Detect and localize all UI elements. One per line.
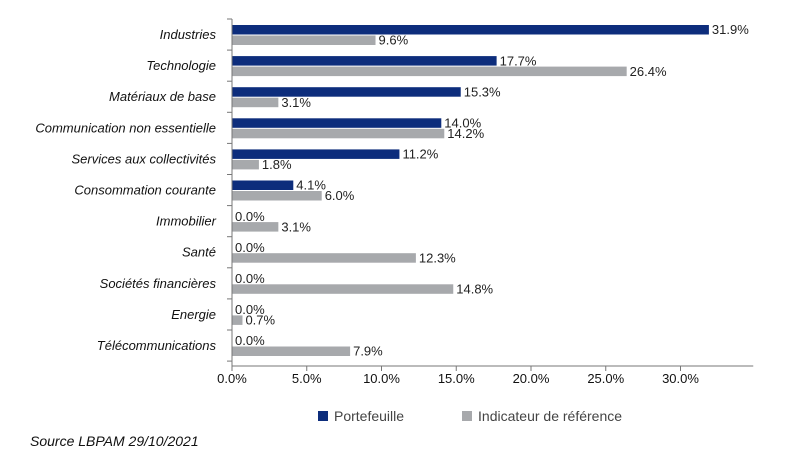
data-label: 14.8% xyxy=(456,281,493,296)
bar-indicateur xyxy=(232,159,259,170)
bar-indicateur xyxy=(232,66,627,77)
legend-label-portefeuille: Portefeuille xyxy=(334,408,405,424)
data-label: 17.7% xyxy=(500,53,537,68)
data-label: 0.0% xyxy=(235,209,265,224)
data-label: 0.0% xyxy=(235,240,265,255)
data-label: 15.3% xyxy=(464,84,501,99)
bar-indicateur xyxy=(232,284,454,294)
data-label: 3.1% xyxy=(281,95,311,110)
value-labels-group: 31.9% 9.6% 17.7% 26.4% 15.3% 3.1% 14.0%14.2% 11… xyxy=(235,22,749,359)
data-label: 6.0% xyxy=(325,188,355,203)
category-label: Télécommunications xyxy=(97,338,217,353)
x-tick-label: 25.0% xyxy=(587,371,624,386)
x-tick-label: 5.0% xyxy=(292,371,322,386)
category-label: Technologie xyxy=(146,58,216,73)
category-label: Services aux collectivités xyxy=(72,151,217,166)
category-label: Consommation courante xyxy=(74,182,216,197)
data-label: 12.3% xyxy=(419,250,456,265)
data-label: 0.0% xyxy=(235,333,265,348)
bar-portefeuille xyxy=(232,87,461,97)
data-label: 0.0% xyxy=(235,271,265,286)
bar-indicateur xyxy=(232,97,279,108)
bars-group xyxy=(232,25,709,356)
legend-swatch-portefeuille xyxy=(318,411,328,421)
source-note: Source LBPAM 29/10/2021 xyxy=(30,433,199,449)
bar-portefeuille xyxy=(232,118,442,128)
x-tick-label: 0.0% xyxy=(217,371,247,386)
category-label: Sociétés financières xyxy=(100,276,217,291)
x-tick-label: 15.0% xyxy=(438,371,475,386)
bar-portefeuille xyxy=(232,25,709,35)
bar-indicateur xyxy=(232,191,322,201)
bar-portefeuille xyxy=(232,56,497,66)
legend-item-portefeuille: Portefeuille xyxy=(318,408,404,424)
x-tick-label: 30.0% xyxy=(662,371,699,386)
data-label: 14.0% xyxy=(444,115,481,130)
legend-swatch-indicateur xyxy=(462,411,473,421)
legend-label-indicateur: Indicateur de référence xyxy=(478,408,623,424)
category-label: Santé xyxy=(182,245,216,260)
data-label: 31.9% xyxy=(712,22,749,37)
data-label: 4.1% xyxy=(296,178,326,193)
bar-portefeuille xyxy=(232,180,294,190)
axes-group xyxy=(227,18,754,371)
bar-indicateur xyxy=(232,35,376,45)
data-label: 14.2% xyxy=(447,126,484,141)
tick-labels-group: 0.0% 5.0% 10.0% 15.0% 20.0% 25.0% 30.0% xyxy=(217,371,699,386)
category-label: Immobilier xyxy=(156,214,217,229)
category-label: Communication non essentielle xyxy=(35,120,216,135)
x-tick-label: 10.0% xyxy=(363,371,400,386)
bar-indicateur xyxy=(232,128,445,139)
data-label: 3.1% xyxy=(281,219,311,234)
data-label: 7.9% xyxy=(353,344,383,359)
data-label: 11.2% xyxy=(402,147,438,162)
data-label: 0.0% xyxy=(235,302,265,317)
legend: Portefeuille Indicateur de référence xyxy=(318,408,680,424)
data-label: 26.4% xyxy=(630,64,667,79)
bar-portefeuille xyxy=(232,149,400,159)
category-label: Matériaux de base xyxy=(109,89,216,104)
bar-indicateur xyxy=(232,346,351,356)
bar-indicateur xyxy=(232,222,279,232)
category-labels-group: Industries Technologie Matériaux de base Co… xyxy=(35,27,216,353)
bar-indicateur xyxy=(232,315,243,325)
bar-chart: 31.9% 9.6% 17.7% 26.4% 15.3% 3.1% 14.0%14.2% 11… xyxy=(35,18,754,386)
bar-indicateur xyxy=(232,253,416,263)
legend-item-indicateur: Indicateur de référence xyxy=(462,408,622,424)
data-label: 0.7% xyxy=(245,313,275,328)
data-label: 1.8% xyxy=(262,157,292,172)
data-label: 9.6% xyxy=(379,33,409,48)
category-label: Industries xyxy=(160,27,217,42)
category-label: Energie xyxy=(171,307,216,322)
x-tick-label: 20.0% xyxy=(513,371,550,386)
